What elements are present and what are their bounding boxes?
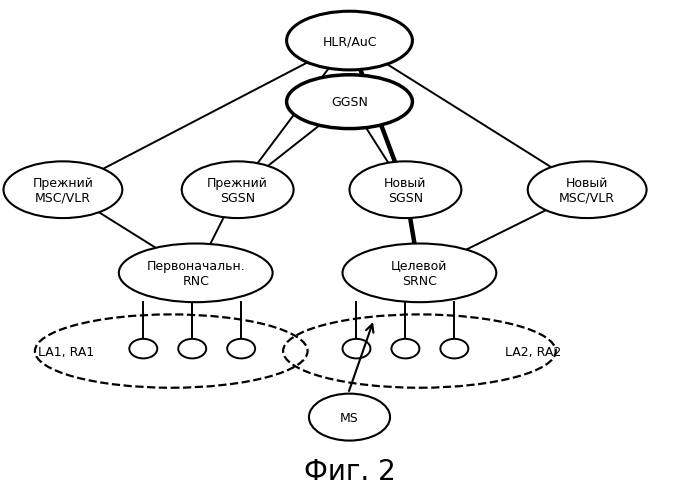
Text: LA1, RA1: LA1, RA1 <box>38 345 94 358</box>
Ellipse shape <box>287 76 412 129</box>
Ellipse shape <box>528 162 647 219</box>
Ellipse shape <box>350 162 461 219</box>
Text: Первоначальн.
RNC: Первоначальн. RNC <box>146 259 245 287</box>
Circle shape <box>227 339 255 359</box>
Circle shape <box>440 339 468 359</box>
Text: MS: MS <box>340 411 359 424</box>
Ellipse shape <box>287 12 412 71</box>
Circle shape <box>129 339 157 359</box>
Circle shape <box>343 339 370 359</box>
Text: Прежний
SGSN: Прежний SGSN <box>207 176 268 204</box>
Text: HLR/AuC: HLR/AuC <box>322 35 377 48</box>
Text: Фиг. 2: Фиг. 2 <box>303 457 396 485</box>
Ellipse shape <box>343 244 496 303</box>
Ellipse shape <box>3 162 122 219</box>
Text: LA2, RA2: LA2, RA2 <box>505 345 561 358</box>
Ellipse shape <box>182 162 294 219</box>
Ellipse shape <box>119 244 273 303</box>
Text: Целевой
SRNC: Целевой SRNC <box>391 259 447 287</box>
Text: Новый
SGSN: Новый SGSN <box>384 176 426 204</box>
Circle shape <box>391 339 419 359</box>
Text: GGSN: GGSN <box>331 96 368 109</box>
Circle shape <box>178 339 206 359</box>
Ellipse shape <box>309 394 390 441</box>
Text: Новый
MSC/VLR: Новый MSC/VLR <box>559 176 615 204</box>
Text: Прежний
MSC/VLR: Прежний MSC/VLR <box>32 176 94 204</box>
